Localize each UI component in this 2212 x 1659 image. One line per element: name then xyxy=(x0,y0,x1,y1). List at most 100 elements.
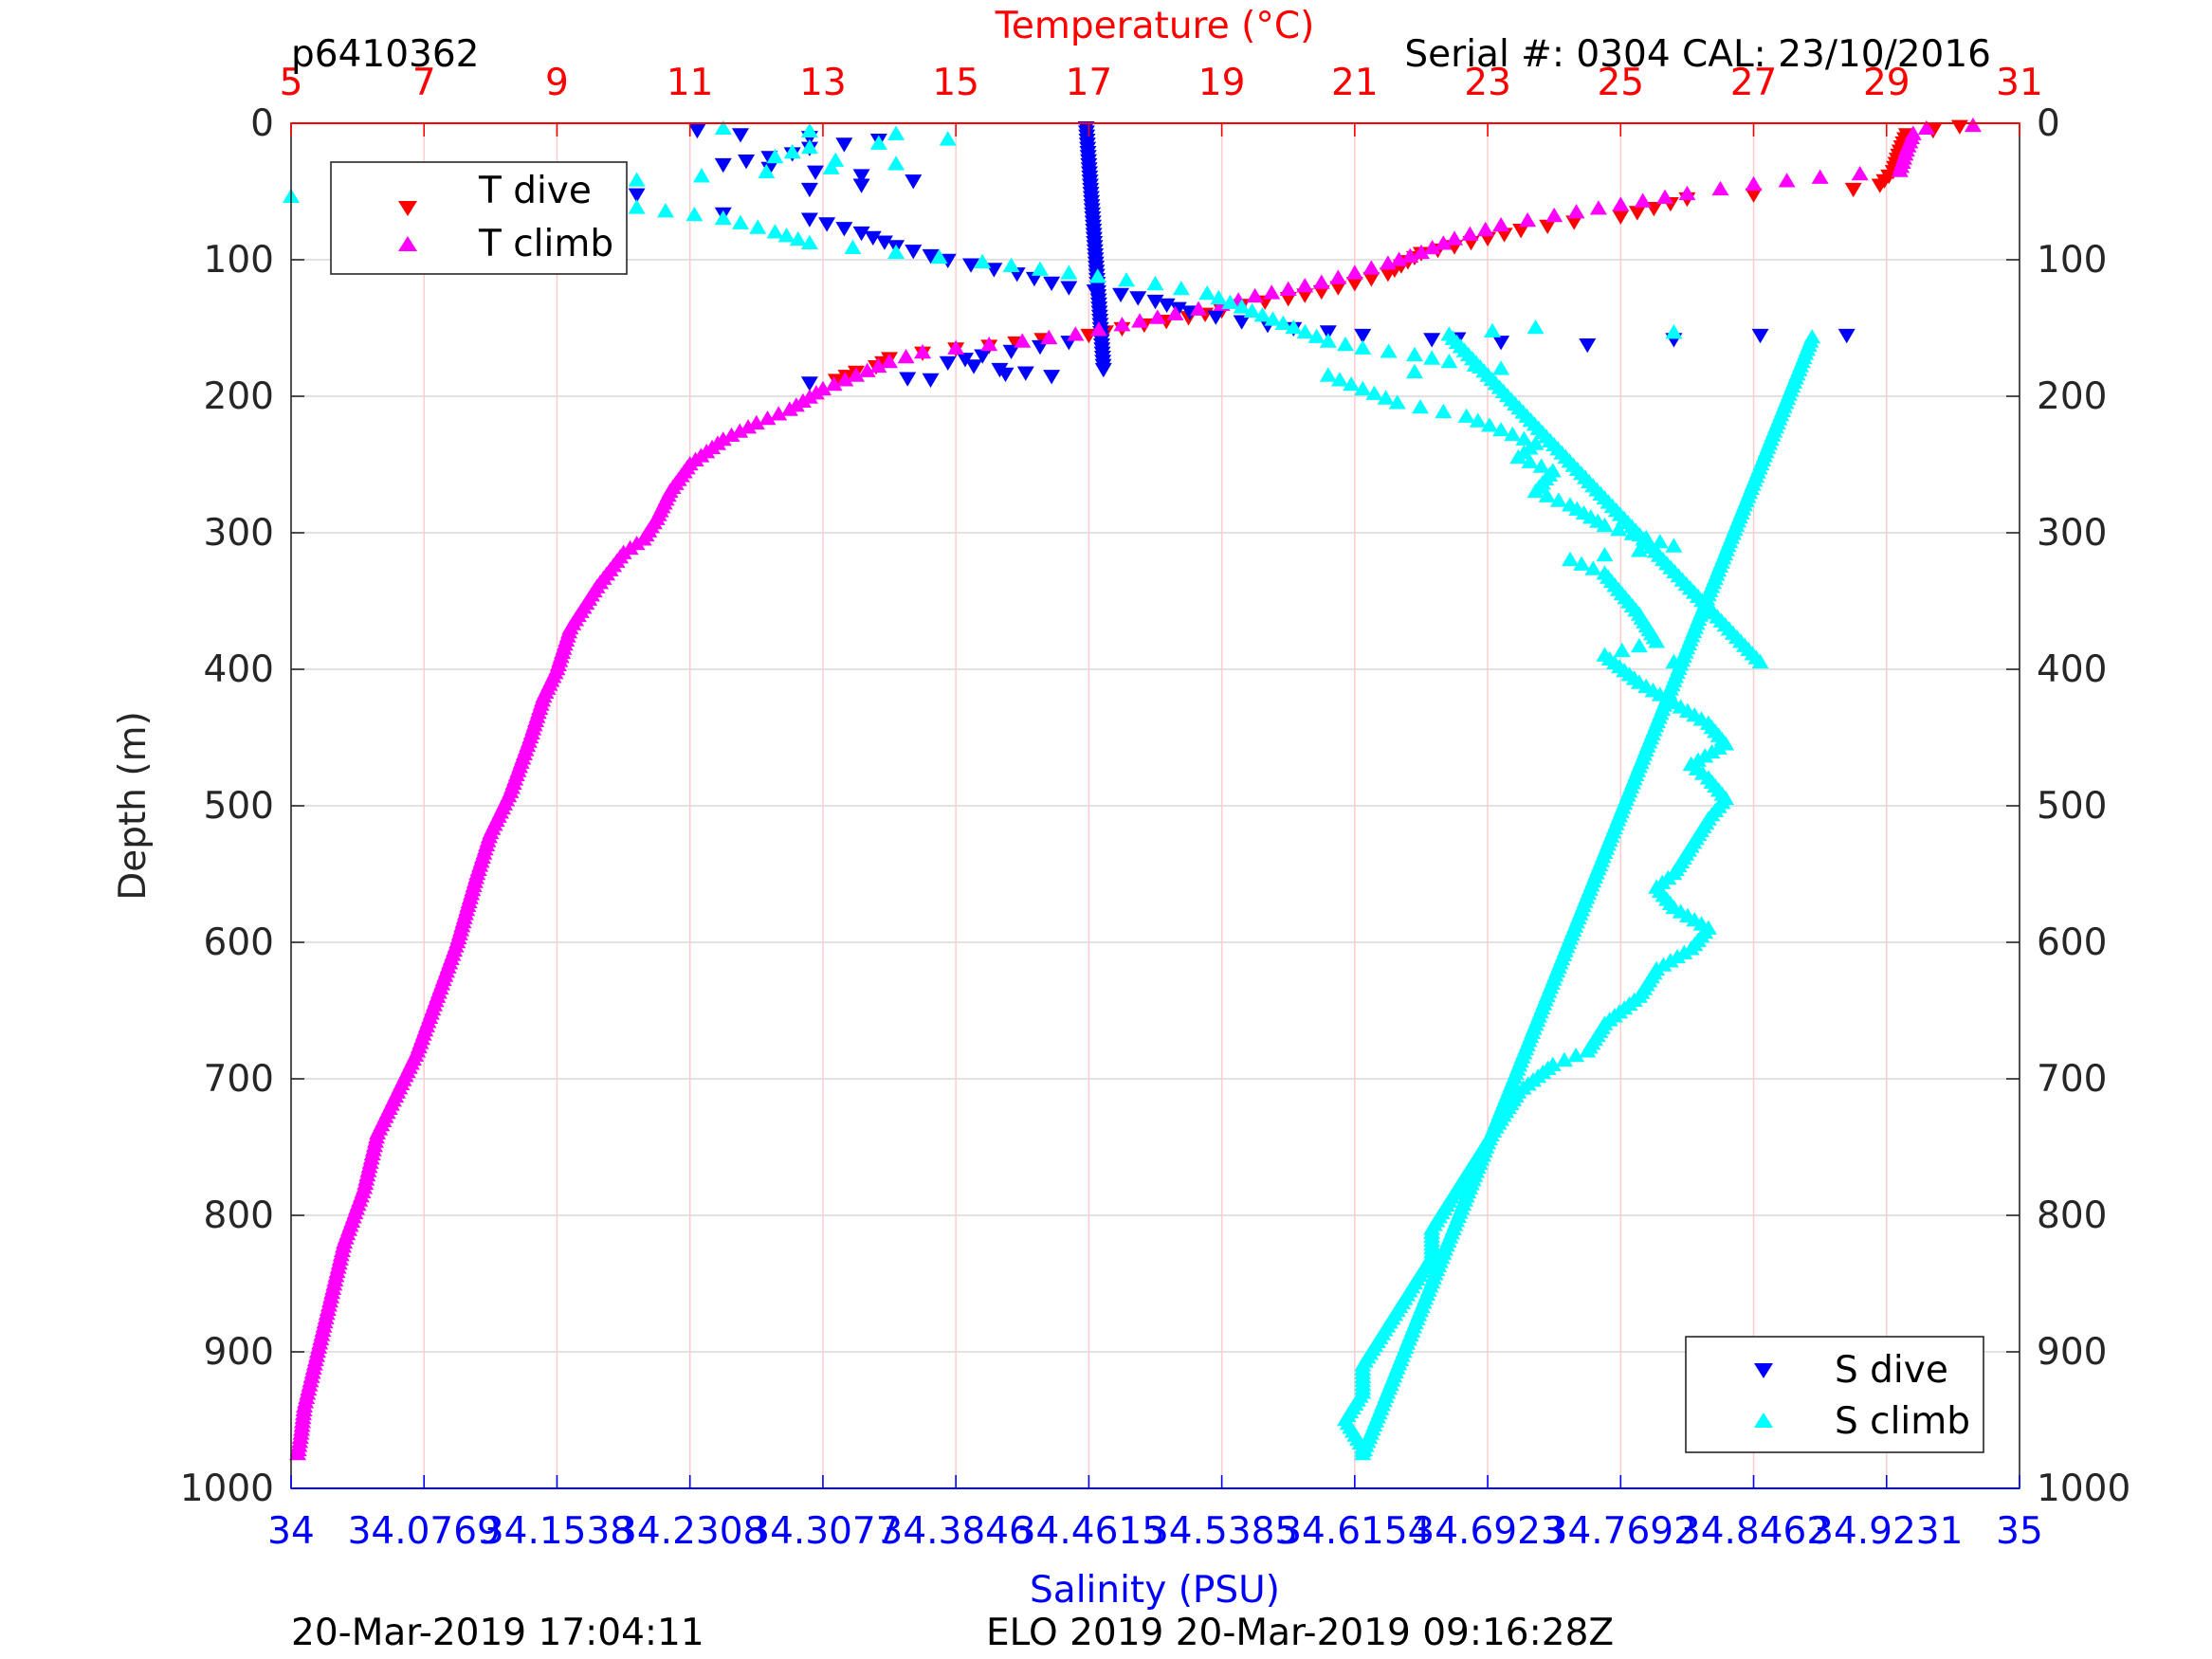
depth-axis-title: Depth (m) xyxy=(112,711,155,901)
temperature-tick-label: 5 xyxy=(280,62,303,104)
data-point-t-climb xyxy=(1190,301,1208,316)
temperature-tick-label: 19 xyxy=(1198,62,1246,104)
data-point-t-climb xyxy=(1745,175,1763,191)
data-point-s-dive xyxy=(1354,328,1372,344)
salinity-tick-label: 34.5385 xyxy=(1145,1510,1298,1553)
data-point-s-climb xyxy=(1504,426,1522,442)
data-point-t-climb xyxy=(1711,180,1729,196)
data-points xyxy=(283,117,1982,1461)
temperature-tick-label: 27 xyxy=(1730,62,1778,104)
temperature-tick-label: 25 xyxy=(1597,62,1644,104)
data-point-s-dive xyxy=(996,367,1015,382)
legend-t-climb-marker xyxy=(398,236,417,251)
data-point-s-climb xyxy=(1515,430,1533,446)
data-point-s-climb xyxy=(1337,337,1355,352)
data-point-s-climb xyxy=(1521,453,1539,468)
data-point-s-climb xyxy=(1296,323,1314,339)
data-point-s-climb xyxy=(1596,517,1614,533)
data-point-t-climb xyxy=(731,423,749,438)
depth-tick-label-left: 100 xyxy=(204,239,274,282)
profile-id: p6410362 xyxy=(291,33,479,76)
data-point-s-dive xyxy=(800,182,818,198)
data-point-t-climb xyxy=(1476,221,1494,237)
data-point-s-dive xyxy=(1002,344,1020,359)
data-point-s-climb xyxy=(1264,311,1282,326)
data-point-s-dive xyxy=(1043,370,1061,385)
data-point-s-dive xyxy=(1837,328,1856,344)
data-point-t-climb xyxy=(1379,255,1397,270)
data-point-s-climb xyxy=(1469,412,1487,428)
data-point-s-climb xyxy=(1457,408,1475,423)
data-point-s-climb xyxy=(800,234,818,250)
data-point-t-climb xyxy=(1492,217,1510,232)
data-point-s-dive xyxy=(800,212,818,228)
data-point-s-climb xyxy=(800,122,818,137)
data-point-s-climb xyxy=(714,210,732,226)
depth-tick-label-left: 800 xyxy=(204,1194,274,1237)
temperature-tick-label: 11 xyxy=(667,62,714,104)
data-point-s-climb xyxy=(1031,261,1049,276)
data-point-t-climb xyxy=(858,362,876,377)
data-point-s-climb xyxy=(1549,492,1567,507)
data-point-s-dive xyxy=(1207,310,1225,325)
data-point-t-climb xyxy=(1519,211,1537,228)
depth-tick-label-right: 600 xyxy=(2037,921,2107,964)
salinity-tick-label: 34.6154 xyxy=(1278,1510,1431,1553)
data-point-t-dive xyxy=(1539,219,1557,234)
salinity-tick-label: 34 xyxy=(267,1510,315,1553)
data-point-t-climb xyxy=(1612,196,1630,211)
data-point-t-climb xyxy=(289,1446,307,1461)
legend-s-climb-marker xyxy=(1754,1413,1773,1428)
data-point-s-climb xyxy=(974,253,992,269)
data-point-s-climb xyxy=(1243,302,1261,319)
data-point-s-climb xyxy=(887,155,905,171)
data-point-s-climb xyxy=(1118,272,1136,287)
data-point-s-dive xyxy=(1043,276,1061,291)
data-point-s-climb xyxy=(1532,458,1550,473)
depth-tick-label-left: 500 xyxy=(204,785,274,828)
data-point-s-climb xyxy=(1579,1043,1597,1058)
temperature-tick-label: 17 xyxy=(1066,62,1113,104)
data-point-s-climb xyxy=(714,119,732,136)
temperature-tick-label: 21 xyxy=(1331,62,1379,104)
data-point-t-dive xyxy=(1844,182,1862,198)
data-point-s-climb xyxy=(1562,551,1580,567)
data-point-s-climb xyxy=(1803,329,1821,344)
data-point-s-climb xyxy=(1233,299,1251,314)
data-point-s-climb xyxy=(1440,354,1458,369)
data-point-s-dive xyxy=(1112,287,1130,302)
data-point-s-climb xyxy=(1307,328,1325,343)
data-point-t-climb xyxy=(980,337,998,352)
data-point-t-climb xyxy=(1014,333,1032,348)
data-point-t-climb xyxy=(1401,247,1419,263)
data-point-s-dive xyxy=(852,226,870,242)
salinity-tick-label: 35 xyxy=(1996,1510,2043,1553)
depth-tick-label-left: 0 xyxy=(250,102,274,145)
data-point-t-climb xyxy=(747,414,765,430)
data-point-s-dive xyxy=(965,359,983,374)
data-point-s-dive xyxy=(905,174,923,190)
data-point-t-dive xyxy=(1512,224,1530,239)
data-point-s-climb xyxy=(1526,483,1545,499)
data-point-s-climb xyxy=(1354,339,1372,355)
salinity-tick-label: 34.2308 xyxy=(613,1510,766,1553)
data-point-s-climb xyxy=(939,131,957,146)
legend-t-climb-label: T climb xyxy=(478,223,613,265)
salinity-tick-label: 34.0769 xyxy=(348,1510,501,1553)
legend-temperature: T dive T climb xyxy=(330,161,628,275)
data-point-s-dive xyxy=(1129,291,1147,306)
temperature-tick-label: 13 xyxy=(799,62,847,104)
data-point-t-dive xyxy=(1745,188,1763,203)
data-point-t-climb xyxy=(1329,269,1347,284)
data-point-t-climb xyxy=(836,372,854,387)
data-point-s-climb xyxy=(1285,319,1303,335)
data-point-s-dive xyxy=(1579,337,1597,354)
data-point-t-climb xyxy=(1279,281,1297,296)
depth-tick-label-left: 400 xyxy=(204,648,274,691)
data-point-s-climb xyxy=(822,159,840,174)
data-point-s-dive xyxy=(714,157,732,173)
data-point-s-dive xyxy=(852,169,870,184)
temperature-tick-label: 23 xyxy=(1464,62,1511,104)
depth-tick-label-right: 300 xyxy=(2037,512,2107,555)
